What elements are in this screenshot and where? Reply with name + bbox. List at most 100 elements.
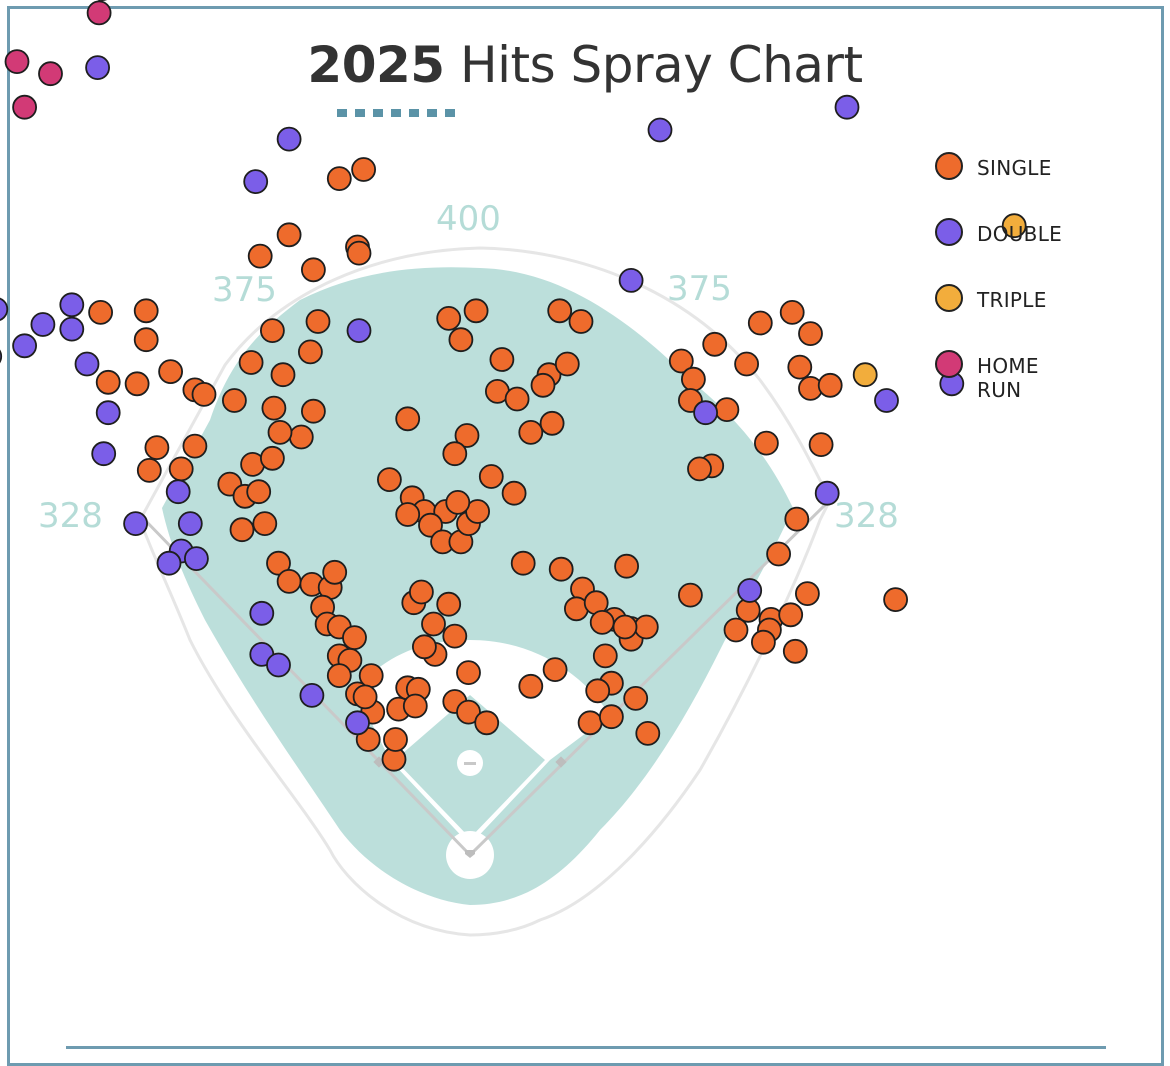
hit-point-single <box>767 543 790 566</box>
hit-point-single <box>735 353 758 376</box>
legend-dot-triple <box>935 284 963 312</box>
hit-point-single <box>443 442 466 465</box>
hit-point-single <box>354 685 377 708</box>
hit-point-single <box>755 432 778 455</box>
hit-point-single <box>636 722 659 745</box>
hit-point-single <box>532 374 555 397</box>
hit-point-single <box>449 328 472 351</box>
ballpark-field <box>140 248 830 935</box>
hit-point-double <box>185 547 208 570</box>
hit-point-single <box>781 301 804 324</box>
hit-point-double <box>97 401 120 424</box>
hit-point-single <box>247 480 270 503</box>
hit-point-single <box>784 640 807 663</box>
hit-point-single <box>352 158 375 181</box>
hit-point-single <box>682 368 705 391</box>
hit-point-single <box>135 299 158 322</box>
legend-dot-home-run <box>935 350 963 378</box>
hit-point-single <box>272 363 295 386</box>
hit-point-single <box>360 664 383 687</box>
hit-point-single <box>519 421 542 444</box>
hit-point-double <box>267 654 290 677</box>
hit-point-single <box>278 223 301 246</box>
hit-point-single <box>799 322 822 345</box>
legend-dot-single <box>935 152 963 180</box>
legend-label-home-run: HOME RUN <box>977 354 1039 402</box>
hit-point-single <box>223 389 246 412</box>
hit-point-double <box>346 711 369 734</box>
hit-point-single <box>503 482 526 505</box>
hit-point-single <box>422 613 445 636</box>
hit-point-single <box>541 412 564 435</box>
distance-label-left-line: 328 <box>38 496 103 536</box>
hit-point-single <box>299 340 322 363</box>
hit-point-single <box>457 661 480 684</box>
hit-point-single <box>788 356 811 379</box>
hit-point-double <box>875 389 898 412</box>
hit-point-single <box>384 728 407 751</box>
hit-point-double <box>250 602 273 625</box>
hit-point-double <box>694 401 717 424</box>
hit-point-single <box>261 319 284 342</box>
hit-point-single <box>404 695 427 718</box>
hit-point-single <box>307 310 330 333</box>
hit-point-single <box>579 711 602 734</box>
hit-point-single <box>328 664 351 687</box>
distance-label-left-center: 375 <box>212 270 277 310</box>
distance-label-right-line: 328 <box>834 496 899 536</box>
hit-point-single <box>570 310 593 333</box>
distance-label-right-center: 375 <box>667 269 732 309</box>
hit-point-double <box>92 442 115 465</box>
hit-point-single <box>323 561 346 584</box>
hit-point-single <box>512 552 535 575</box>
hit-point-home-run <box>13 96 36 119</box>
hit-point-single <box>506 388 529 411</box>
hit-point-single <box>443 625 466 648</box>
hit-point-single <box>635 616 658 639</box>
hit-point-single <box>231 518 254 541</box>
hit-point-home-run <box>39 62 62 85</box>
hit-point-single <box>490 348 513 371</box>
legend-label-triple: TRIPLE <box>977 288 1047 312</box>
hit-point-single <box>796 582 819 605</box>
hit-point-single <box>437 593 460 616</box>
hit-point-single <box>348 242 371 265</box>
hit-point-single <box>89 301 112 324</box>
hit-point-single <box>278 570 301 593</box>
hit-point-single <box>193 383 216 406</box>
hit-point-double <box>244 170 267 193</box>
hit-point-double <box>76 353 99 376</box>
pitchers-rubber <box>464 762 476 765</box>
hit-point-double <box>738 579 761 602</box>
hit-point-single <box>586 679 609 702</box>
hit-point-single <box>819 374 842 397</box>
hit-point-single <box>446 491 469 514</box>
hit-point-single <box>302 400 325 423</box>
hit-point-home-run <box>88 1 111 24</box>
hit-point-single <box>615 555 638 578</box>
hit-point-single <box>465 299 488 322</box>
hit-point-single <box>262 397 285 420</box>
hit-point-double <box>60 318 83 341</box>
hit-point-single <box>437 307 460 330</box>
hit-point-single <box>413 635 436 658</box>
hit-point-single <box>785 508 808 531</box>
hit-point-single <box>810 433 833 456</box>
legend-label-single: SINGLE <box>977 156 1052 180</box>
hit-point-single <box>715 398 738 421</box>
hit-point-single <box>614 616 637 639</box>
hit-point-double <box>278 128 301 151</box>
hit-point-single <box>548 299 571 322</box>
hit-point-single <box>884 588 907 611</box>
hit-point-single <box>290 426 313 449</box>
hit-point-double <box>816 482 839 505</box>
hit-point-single <box>135 328 158 351</box>
hit-point-single <box>126 372 149 395</box>
hit-point-single <box>752 631 775 654</box>
hit-point-single <box>253 512 276 535</box>
hit-point-single <box>396 407 419 430</box>
hit-point-single <box>703 333 726 356</box>
hit-point-double <box>0 345 1 368</box>
hit-point-single <box>159 360 182 383</box>
hit-point-double <box>13 334 36 357</box>
